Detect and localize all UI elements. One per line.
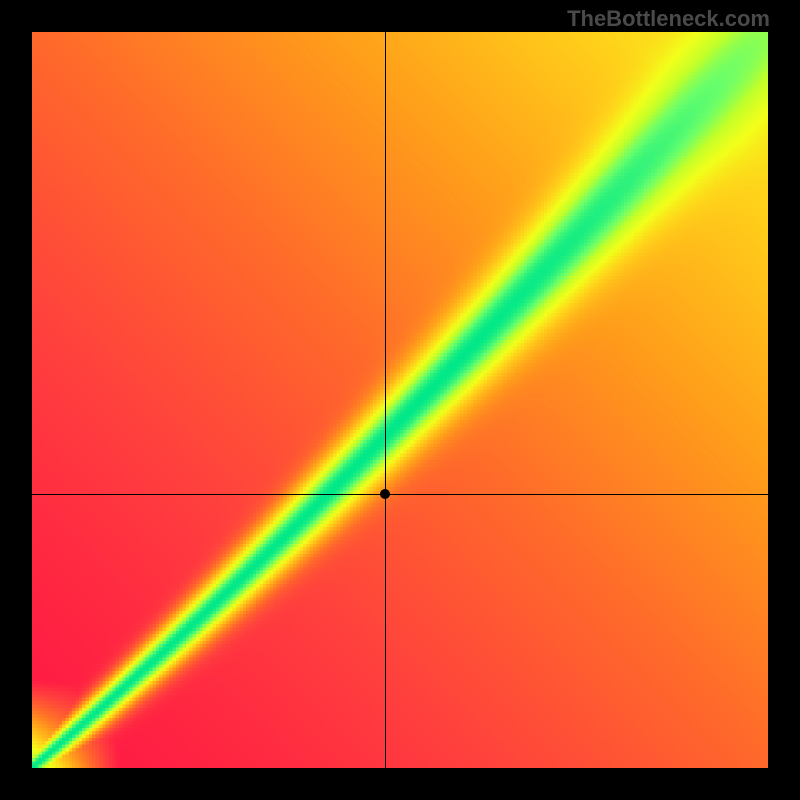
crosshair-vertical — [385, 32, 386, 768]
selection-point — [380, 489, 390, 499]
heatmap-plot — [32, 32, 768, 768]
heatmap-canvas — [32, 32, 768, 768]
crosshair-horizontal — [32, 494, 768, 495]
watermark-text: TheBottleneck.com — [567, 6, 770, 32]
